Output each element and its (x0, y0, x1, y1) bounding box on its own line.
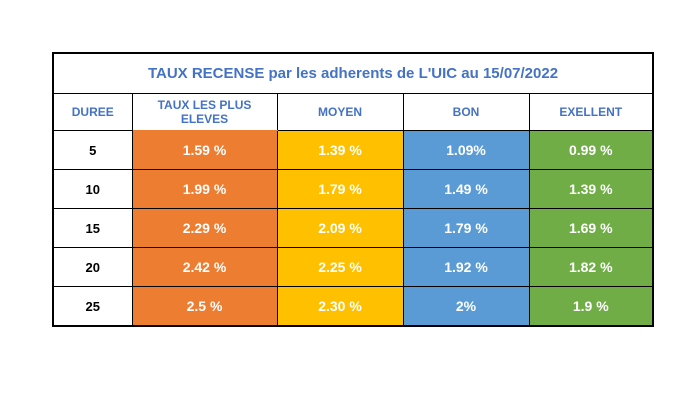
rate-cell: 2.29 % (131, 208, 278, 248)
rate-cell: 1.92 % (402, 247, 530, 287)
rate-cell: 2.42 % (131, 247, 278, 287)
title-row: TAUX RECENSE par les adherents de L'UIC … (52, 52, 654, 94)
column-header: TAUX LES PLUS ELEVES (131, 93, 278, 131)
duration-cell: 20 (52, 247, 133, 287)
column-header: MOYEN (276, 93, 404, 131)
rate-cell: 2.09 % (276, 208, 404, 248)
rate-cell: 1.09% (402, 130, 530, 170)
duration-cell: 5 (52, 130, 133, 170)
rate-cell: 1.69 % (528, 208, 654, 248)
duration-cell: 25 (52, 286, 133, 327)
rate-cell: 2.5 % (131, 286, 278, 327)
data-row: 15 2.29 % 2.09 % 1.79 % 1.69 % (52, 208, 654, 248)
rate-cell: 1.79 % (402, 208, 530, 248)
rate-cell: 0.99 % (528, 130, 654, 170)
data-row: 20 2.42 % 2.25 % 1.92 % 1.82 % (52, 247, 654, 287)
header-row: DUREE TAUX LES PLUS ELEVES MOYEN BON EXELLEN… (52, 93, 654, 131)
data-row: 5 1.59 % 1.39 % 1.09% 0.99 % (52, 130, 654, 170)
duration-cell: 15 (52, 208, 133, 248)
duration-cell: 10 (52, 169, 133, 209)
rate-cell: 2% (402, 286, 530, 327)
table-title: TAUX RECENSE par les adherents de L'UIC … (52, 52, 654, 94)
data-row: 25 2.5 % 2.30 % 2% 1.9 % (52, 286, 654, 327)
column-header: DUREE (52, 93, 133, 131)
column-header: EXELLENT (528, 93, 654, 131)
rate-cell: 2.25 % (276, 247, 404, 287)
rate-cell: 1.59 % (131, 130, 278, 170)
rate-cell: 1.39 % (528, 169, 654, 209)
rate-cell: 1.82 % (528, 247, 654, 287)
rate-cell: 1.9 % (528, 286, 654, 327)
rate-cell: 1.99 % (131, 169, 278, 209)
rate-cell: 2.30 % (276, 286, 404, 327)
rates-table: TAUX RECENSE par les adherents de L'UIC … (52, 52, 654, 327)
data-row: 10 1.99 % 1.79 % 1.49 % 1.39 % (52, 169, 654, 209)
rate-cell: 1.39 % (276, 130, 404, 170)
rate-cell: 1.49 % (402, 169, 530, 209)
column-header: BON (402, 93, 530, 131)
rate-cell: 1.79 % (276, 169, 404, 209)
